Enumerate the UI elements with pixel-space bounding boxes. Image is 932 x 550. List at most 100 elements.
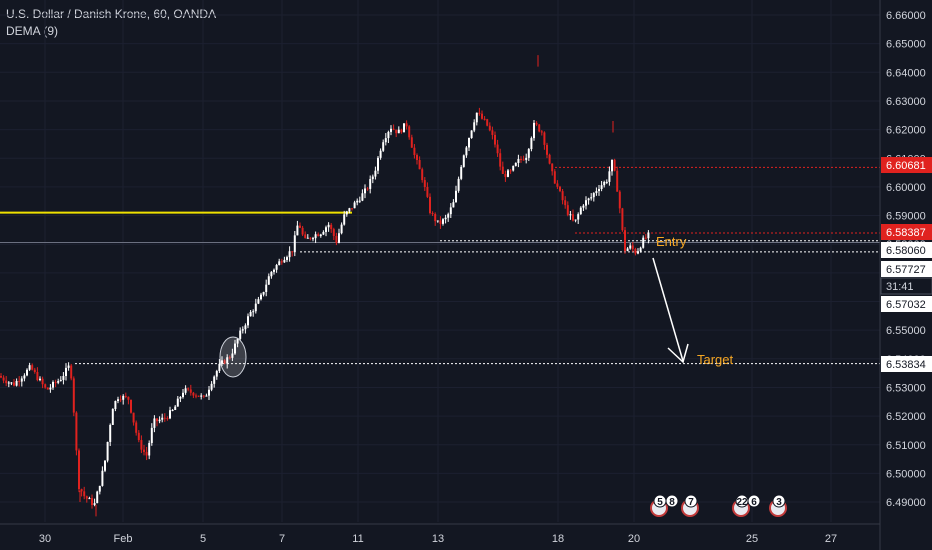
candle-body [590,197,593,199]
price-tag-label: 31:41 [886,281,914,293]
candle-body [533,122,535,139]
price-tag-label: 6.53834 [886,359,926,371]
badge-label: 6 [751,497,757,508]
price-tag-label: 6.58387 [886,227,926,239]
candle-body [67,365,70,368]
badge-label: 8 [669,497,675,508]
candle-body [538,124,541,132]
candle-body [481,113,483,119]
candle-body [384,138,387,143]
price-tag-label: 6.58060 [886,245,926,257]
candle-body [41,378,44,385]
event-badges[interactable]: 5 8 7 22 6 3 [650,494,787,517]
candle-body [104,460,106,471]
candle-body [608,171,611,182]
badge-count [665,494,679,508]
candle-body [145,451,148,456]
candle-body [296,225,299,236]
candle-body [478,112,481,114]
candle-body [286,257,288,260]
candle-body [59,379,62,381]
candle-body [577,214,580,220]
candle-body [249,311,252,317]
candle-body [187,388,190,390]
candle-body [241,329,244,331]
candle-body [416,154,418,161]
target-label: Target [697,352,734,367]
candle-body [39,378,41,381]
badge-count [772,494,786,508]
candle-body [257,299,260,304]
symbol-title[interactable]: U.S. Dollar / Danish Krone, 60, OANDA [6,7,217,21]
candle-body [644,237,647,239]
candle-body [444,217,447,220]
candle-body [236,338,239,344]
price-tags: 6.60681 6.58387 6.58060 6.57727 31:41 6.57032… [880,157,932,372]
candle-body [156,418,158,422]
price-tick-label: 6.63000 [886,96,926,108]
price-tick-label: 6.53000 [886,382,926,394]
chart-grid [0,0,880,522]
badge-label: 3 [776,497,782,508]
badge-label: 22 [736,497,748,508]
candle-body [429,196,431,214]
candle-body [634,249,637,254]
candle-body [618,191,621,209]
candle-body [270,271,273,277]
annotations: Entry Target [219,234,734,378]
candle-body [358,200,361,202]
candle-body [403,123,405,133]
candle-body [176,398,179,407]
candle-body [413,147,416,155]
time-axis[interactable]: 30 Feb 5 7 11 13 18 20 25 27 [0,523,880,545]
candle-body [340,224,343,234]
candle-body [262,291,265,295]
candle-body [150,427,153,443]
candle-body [338,233,340,243]
candle-body [447,214,450,218]
price-tick-label: 6.64000 [886,67,926,79]
candle-body [468,137,470,148]
badge-count [684,494,698,508]
candle-body [564,200,567,206]
candle-body [153,418,156,428]
candle-body [291,251,294,253]
candle-body [109,424,112,442]
price-tick-label: 6.55000 [886,325,926,337]
badge-label: 5 [657,497,663,508]
candle-body [330,224,333,230]
candle-body [23,375,26,379]
candle-body [122,395,125,400]
candle-body [195,395,197,397]
candle-body [431,213,434,215]
candle-body [143,449,145,452]
time-tick-label: 18 [552,533,564,545]
candle-body [111,409,114,425]
candle-body [642,237,645,248]
candle-body [223,360,226,364]
candle-body [106,441,109,461]
candle-body [587,198,590,201]
candle-body [332,229,335,236]
candle-body [377,157,379,171]
candle-body [132,412,135,423]
candle-body [361,193,364,201]
candle-body [239,330,242,339]
price-tag-bg [880,277,932,295]
candle-body [637,251,639,254]
candle-body [382,142,385,151]
candle-body [408,126,411,138]
candle-body [364,188,366,194]
candle-body [148,442,151,456]
candle-body [621,208,624,231]
candle-body [325,227,327,232]
candle-body [348,208,351,212]
candle-body [197,395,200,397]
candle-body [226,357,229,364]
candle-body [202,395,205,397]
price-tag-label: 6.57032 [886,299,926,311]
price-tick-label: 6.66000 [886,10,926,22]
candle-body [13,382,15,386]
candle-body [70,365,73,379]
